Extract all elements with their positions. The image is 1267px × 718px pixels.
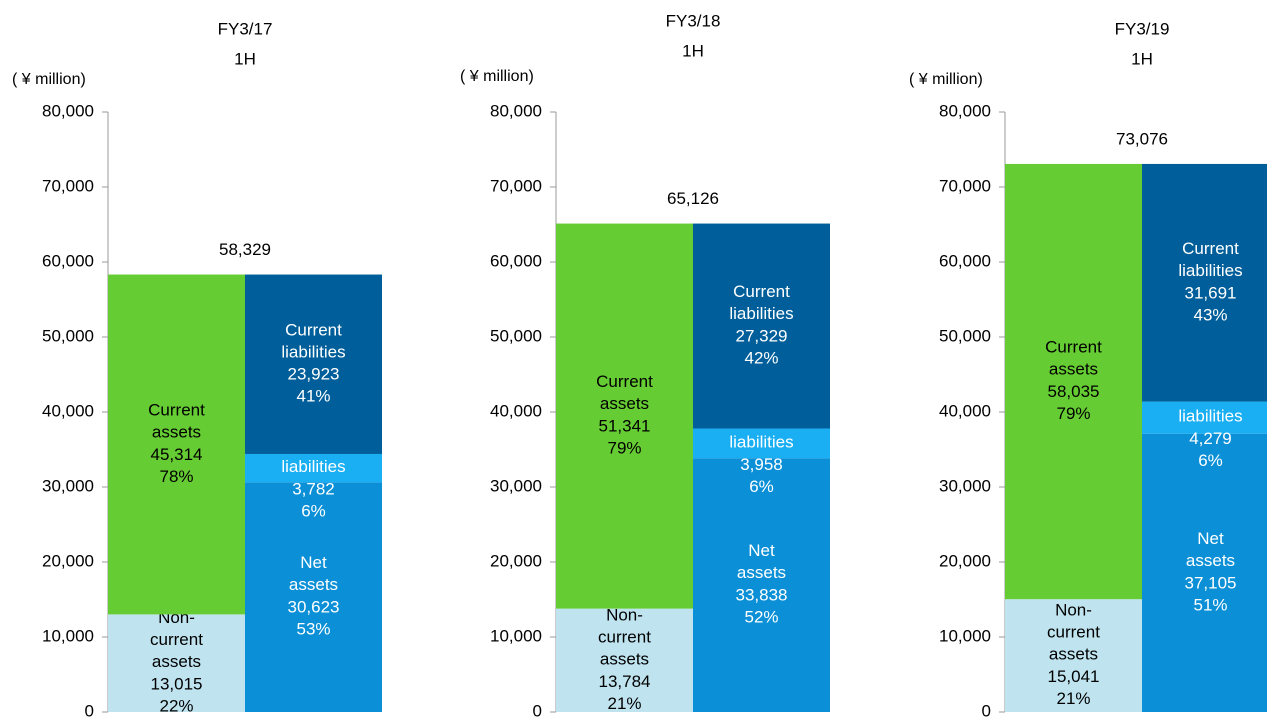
- y-tick-label: 70,000: [42, 176, 94, 195]
- value-label: 13,784: [599, 672, 651, 691]
- segment-name: Net assets: [737, 542, 786, 583]
- y-tick-label: 40,000: [490, 401, 542, 420]
- segment-name: Current liabilities: [281, 321, 345, 362]
- chart-title: FY3/17: [218, 19, 273, 38]
- y-tick-label: 40,000: [42, 401, 94, 420]
- chart-title: FY3/18: [666, 11, 721, 30]
- y-tick-label: 70,000: [490, 176, 542, 195]
- value-label: 30,623: [288, 598, 340, 617]
- value-label: 58,035: [1048, 382, 1100, 401]
- bar-segment: [693, 458, 830, 712]
- value-label: 31,691: [1185, 283, 1237, 302]
- bar-segment: [1005, 599, 1142, 712]
- value-label: 3,782: [292, 480, 335, 499]
- y-tick-label: 10,000: [490, 626, 542, 645]
- value-label: 13,015: [151, 675, 203, 694]
- value-label: 4,279: [1189, 429, 1232, 448]
- value-label: 15,041: [1048, 667, 1100, 686]
- y-tick-label: 50,000: [939, 326, 991, 345]
- bar-segment: [1142, 163, 1267, 402]
- bar-segment: [245, 453, 382, 483]
- y-tick-label: 30,000: [42, 476, 94, 495]
- percent-label: 79%: [607, 439, 641, 458]
- y-tick-label: 20,000: [939, 551, 991, 570]
- percent-label: 53%: [296, 620, 330, 639]
- y-tick-label: 60,000: [490, 251, 542, 270]
- percent-label: 78%: [159, 467, 193, 486]
- segment-name: Current assets: [1045, 338, 1102, 379]
- percent-label: 51%: [1193, 595, 1227, 614]
- chart-subtitle: 1H: [682, 41, 704, 60]
- total-label: 58,329: [219, 240, 271, 259]
- bar-segment: [556, 608, 693, 712]
- percent-label: 52%: [744, 608, 778, 627]
- segment-name: Current liabilities: [1178, 239, 1242, 280]
- y-tick-label: 40,000: [939, 401, 991, 420]
- y-tick-label: 20,000: [490, 551, 542, 570]
- bar-segment: [693, 428, 830, 459]
- y-tick-label: 10,000: [939, 626, 991, 645]
- y-axis-label: ( ¥ million): [12, 71, 86, 88]
- y-tick-label: 80,000: [939, 101, 991, 120]
- percent-label: 6%: [301, 502, 326, 521]
- segment-name: Non-current assets: [598, 606, 651, 669]
- bar-segment: [245, 274, 382, 454]
- y-tick-label: 80,000: [42, 101, 94, 120]
- y-tick-label: 20,000: [42, 551, 94, 570]
- bar-segment: [108, 614, 245, 712]
- percent-label: 43%: [1193, 305, 1227, 324]
- total-label: 73,076: [1116, 129, 1168, 148]
- percent-label: 41%: [296, 387, 330, 406]
- chart-subtitle: 1H: [1131, 49, 1153, 68]
- percent-label: 42%: [744, 349, 778, 368]
- chart-title: FY3/19: [1115, 19, 1170, 38]
- y-tick-label: 60,000: [939, 251, 991, 270]
- percent-label: 21%: [1056, 689, 1090, 708]
- value-label: 23,923: [288, 365, 340, 384]
- bar-segment: [108, 274, 245, 615]
- value-label: 3,958: [740, 455, 783, 474]
- value-label: 33,838: [736, 586, 788, 605]
- y-tick-label: 50,000: [42, 326, 94, 345]
- segment-name: Net assets: [1186, 529, 1235, 570]
- percent-label: 6%: [749, 477, 774, 496]
- y-tick-label: 50,000: [490, 326, 542, 345]
- y-tick-label: 10,000: [42, 626, 94, 645]
- y-tick-label: 30,000: [490, 476, 542, 495]
- y-tick-label: 70,000: [939, 176, 991, 195]
- value-label: 27,329: [736, 327, 788, 346]
- segment-name: Current assets: [148, 401, 205, 442]
- bar-segment: [693, 223, 830, 429]
- y-axis-label: ( ¥ million): [909, 71, 983, 88]
- y-axis-label: ( ¥ million): [460, 68, 534, 85]
- y-tick-label: 0: [533, 701, 542, 718]
- y-tick-label: 0: [982, 701, 991, 718]
- y-tick-label: 80,000: [490, 101, 542, 120]
- segment-name: Net assets: [289, 554, 338, 595]
- chart-subtitle: 1H: [234, 49, 256, 68]
- segment-name: Non-current assets: [1047, 601, 1100, 664]
- value-label: 45,314: [151, 445, 203, 464]
- percent-label: 22%: [159, 697, 193, 716]
- percent-label: 6%: [1198, 451, 1223, 470]
- bar-segment: [1142, 401, 1267, 434]
- y-tick-label: 60,000: [42, 251, 94, 270]
- bar-segment: [1005, 163, 1142, 600]
- bar-segment: [245, 482, 382, 712]
- segment-name: Current liabilities: [729, 283, 793, 324]
- value-label: 51,341: [599, 417, 651, 436]
- total-label: 65,126: [667, 189, 719, 208]
- bar-segment: [1142, 433, 1267, 712]
- y-tick-label: 0: [85, 701, 94, 718]
- value-label: 37,105: [1185, 573, 1237, 592]
- bar-segment: [556, 223, 693, 609]
- percent-label: 21%: [607, 694, 641, 713]
- y-tick-label: 30,000: [939, 476, 991, 495]
- percent-label: 79%: [1056, 404, 1090, 423]
- segment-name: Current assets: [596, 373, 653, 414]
